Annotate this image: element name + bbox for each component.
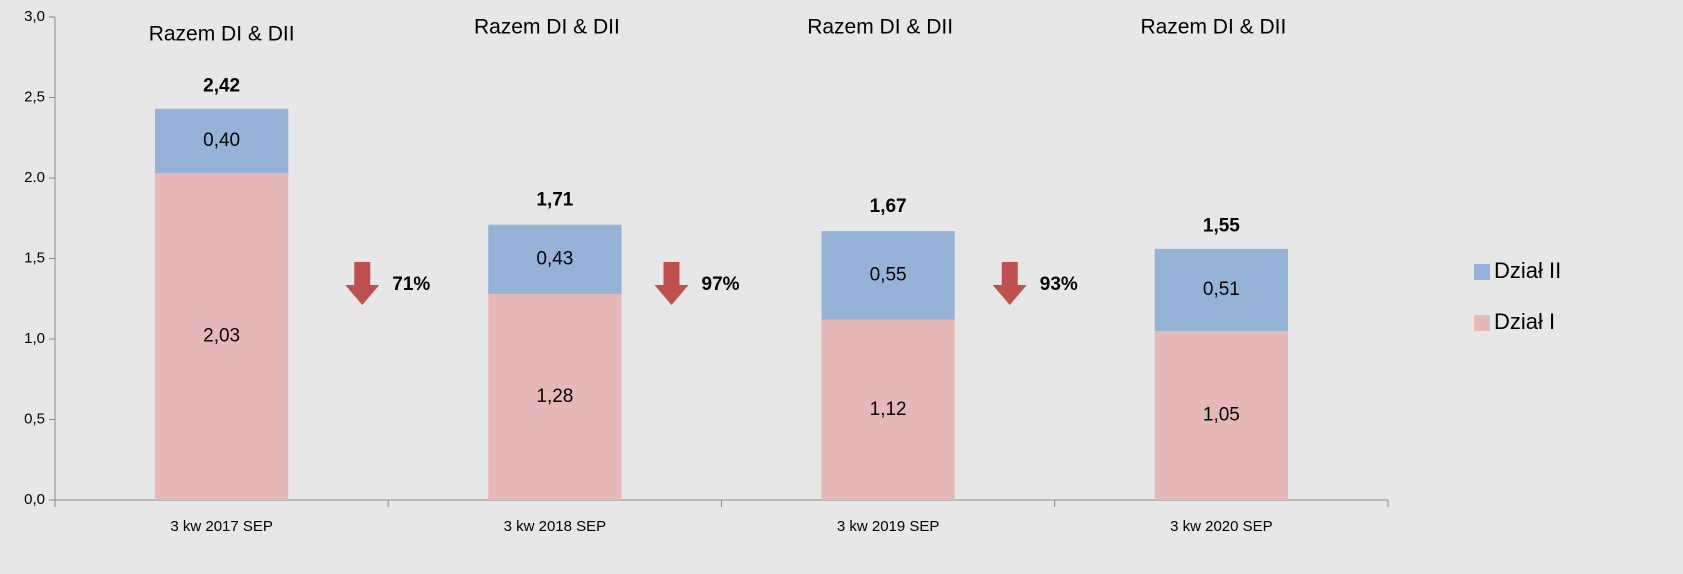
value-label: 0,40 bbox=[203, 130, 240, 151]
y-tick-label: 1,0 bbox=[24, 330, 45, 347]
bar-segment bbox=[1154, 330, 1289, 500]
y-tick-label: 0,0 bbox=[24, 491, 45, 508]
bar-segment bbox=[821, 319, 955, 500]
change-label: 71% bbox=[392, 274, 430, 295]
value-label: 1,12 bbox=[870, 399, 907, 420]
bar-segment bbox=[154, 108, 289, 174]
value-label: 0,55 bbox=[870, 264, 907, 285]
y-tick-label: 0,5 bbox=[24, 410, 45, 427]
x-tick-label: 3 kw 2019 SEP bbox=[837, 518, 940, 535]
value-label: 0,51 bbox=[1203, 279, 1240, 300]
y-tick-label: 2,5 bbox=[24, 88, 45, 105]
bar-segment bbox=[488, 293, 622, 500]
change-arrow bbox=[654, 262, 689, 305]
total-label: 1,67 bbox=[870, 196, 907, 217]
change-label: 97% bbox=[702, 274, 740, 295]
legend-label: Dział II bbox=[1494, 258, 1561, 283]
group-title: Razem DI & DII bbox=[474, 16, 620, 39]
total-label: 1,55 bbox=[1203, 215, 1240, 236]
legend-swatch bbox=[1474, 315, 1490, 331]
y-tick-label: 2.0 bbox=[24, 169, 45, 186]
value-label: 2,03 bbox=[203, 326, 240, 347]
legend-label: Dział I bbox=[1494, 309, 1555, 334]
total-label: 1,71 bbox=[536, 190, 573, 211]
bar-segment bbox=[1154, 248, 1289, 331]
change-label: 93% bbox=[1040, 274, 1078, 295]
bar-segment bbox=[488, 224, 622, 294]
legend-swatch bbox=[1474, 264, 1490, 280]
value-label: 1,05 bbox=[1203, 404, 1240, 425]
group-title: Razem DI & DII bbox=[807, 16, 953, 39]
change-arrow bbox=[992, 262, 1027, 305]
x-tick-label: 3 kw 2020 SEP bbox=[1170, 518, 1273, 535]
group-title: Razem DI & DII bbox=[1140, 16, 1286, 39]
bar-segment bbox=[821, 231, 955, 320]
y-tick-label: 1,5 bbox=[24, 249, 45, 266]
value-label: 0,43 bbox=[536, 248, 573, 269]
bar-segment bbox=[154, 173, 289, 501]
x-tick-label: 3 kw 2017 SEP bbox=[170, 518, 273, 535]
value-label: 1,28 bbox=[536, 386, 573, 407]
total-label: 2,42 bbox=[203, 75, 240, 96]
group-title: Razem DI & DII bbox=[149, 23, 295, 46]
change-arrow bbox=[345, 262, 380, 305]
y-tick-label: 3,0 bbox=[24, 8, 45, 25]
x-tick-label: 3 kw 2018 SEP bbox=[504, 518, 607, 535]
